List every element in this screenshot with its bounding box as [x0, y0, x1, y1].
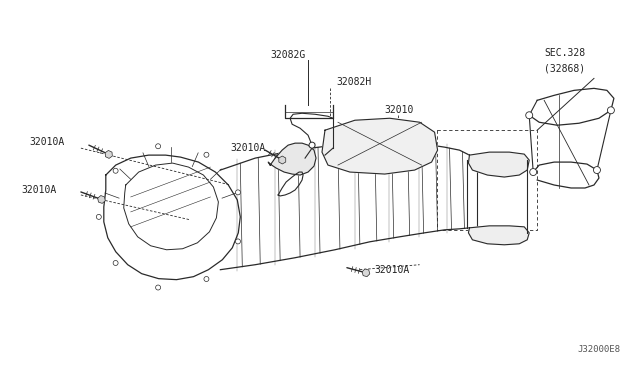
Circle shape — [156, 285, 161, 290]
Circle shape — [236, 190, 241, 195]
Text: 32010: 32010 — [385, 105, 414, 115]
Text: (32868): (32868) — [544, 64, 586, 73]
Text: 32082H: 32082H — [336, 77, 371, 87]
Polygon shape — [279, 156, 285, 164]
Circle shape — [530, 169, 537, 176]
Polygon shape — [322, 118, 438, 174]
Circle shape — [204, 276, 209, 282]
Polygon shape — [105, 150, 113, 158]
Text: 32010A: 32010A — [230, 143, 266, 153]
Circle shape — [309, 142, 315, 148]
Polygon shape — [98, 196, 105, 203]
Circle shape — [236, 239, 241, 244]
Circle shape — [525, 112, 532, 119]
Polygon shape — [362, 269, 370, 277]
Text: SEC.328: SEC.328 — [544, 48, 586, 58]
Polygon shape — [468, 152, 529, 177]
Circle shape — [113, 260, 118, 266]
Text: 32082G: 32082G — [271, 51, 306, 61]
Text: 32010A: 32010A — [21, 185, 56, 195]
Circle shape — [204, 152, 209, 157]
Circle shape — [113, 168, 118, 173]
Circle shape — [593, 167, 600, 174]
Circle shape — [97, 214, 101, 219]
Text: 32010A: 32010A — [375, 265, 410, 275]
Text: 32010A: 32010A — [29, 137, 65, 147]
Polygon shape — [468, 226, 529, 245]
Polygon shape — [268, 143, 316, 175]
Circle shape — [607, 107, 614, 114]
Circle shape — [156, 144, 161, 149]
Text: J32000E8: J32000E8 — [578, 345, 621, 355]
